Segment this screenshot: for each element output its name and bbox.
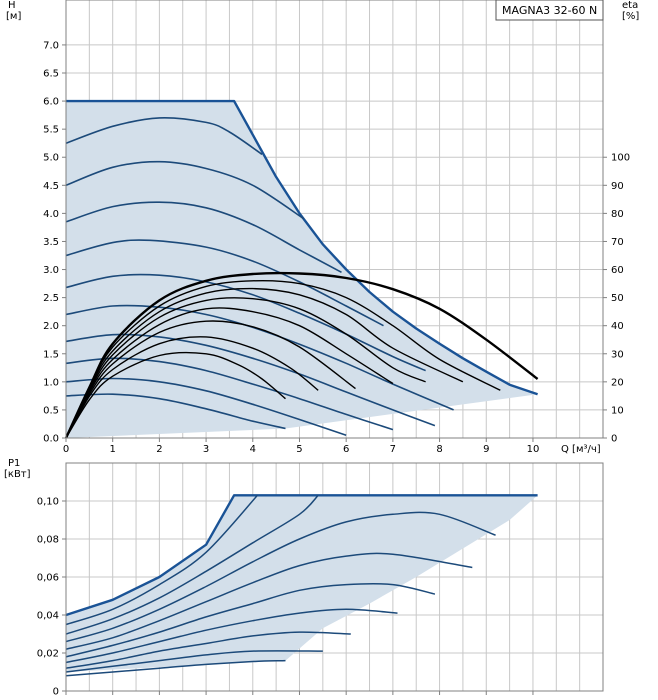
y-tick-label: 0,10	[37, 497, 59, 508]
power-curve-max	[65, 494, 538, 617]
x-tick-label: 2	[156, 444, 162, 455]
x-tick-label: 10	[527, 444, 540, 455]
x-tick-label: 3	[203, 444, 209, 455]
y-tick-label: 0,08	[37, 535, 59, 546]
eta-tick-label: 90	[611, 181, 624, 192]
y-tick-label: 6.5	[43, 69, 59, 80]
top-operating-region	[66, 101, 538, 438]
y-tick-label: 0.5	[43, 405, 59, 416]
eta-tick-label: 60	[611, 265, 624, 276]
efficiency-axis-unit: [%]	[622, 11, 639, 22]
y-tick-label: 2.0	[43, 321, 59, 332]
y-tick-label: 4.0	[43, 209, 59, 220]
eta-tick-label: 10	[611, 405, 624, 416]
y-tick-label: 1.5	[43, 349, 59, 360]
power-curve-p-7	[65, 631, 351, 669]
head-curve-speed-2	[65, 160, 305, 220]
top-efficiency-curves	[64, 271, 539, 439]
eta-tick-label: 70	[611, 237, 624, 248]
head-operating-area	[66, 101, 538, 438]
y-tick-label: 4.5	[43, 181, 59, 192]
power-axis-unit: [кВт]	[4, 469, 31, 480]
x-tick-label: 6	[343, 444, 349, 455]
x-tick-label: 1	[110, 444, 116, 455]
head-axis-unit: [м]	[6, 11, 21, 22]
power-operating-area	[66, 495, 538, 672]
y-tick-label: 0.0	[43, 434, 59, 445]
head-curve-max	[66, 99, 538, 396]
head-curve-speed-8	[65, 357, 394, 431]
flow-axis-label: Q [м³/ч]	[561, 444, 601, 455]
eta-tick-label: 50	[611, 293, 624, 304]
y-tick-label: 5.5	[43, 125, 59, 136]
power-axis-name: P1	[8, 458, 20, 469]
x-tick-label: 9	[483, 444, 489, 455]
head-axis-name: H	[8, 0, 16, 11]
model-name: MAGNA3 32-60 N	[502, 4, 597, 17]
power-curve-p-1	[65, 494, 259, 626]
head-curve-speed-9	[65, 377, 347, 436]
y-tick-label: 1.0	[43, 377, 59, 388]
top-pump-curves	[65, 99, 538, 436]
y-tick-label: 5.0	[43, 153, 59, 164]
x-tick-label: 8	[436, 444, 442, 455]
head-curve-speed-3	[65, 201, 342, 274]
efficiency-curve-eta-max	[64, 271, 539, 439]
top-plot-axes: 0.0 0.5 1.0 1.5 2.0 2.5 3.0 3.5 4.0 4.5 5.0 5.5 6.0 6…	[43, 0, 630, 455]
bottom-power-curves	[65, 494, 538, 677]
eta-tick-label: 40	[611, 321, 624, 332]
y-tick-label: 0,04	[37, 611, 59, 622]
efficiency-curve-eta-8	[65, 351, 286, 439]
plot-frame	[65, 0, 604, 439]
y-tick-label: 0,02	[37, 649, 59, 660]
x-tick-label: 0	[63, 444, 69, 455]
x-tick-label: 5	[296, 444, 302, 455]
efficiency-curve-eta-7	[65, 336, 319, 439]
eta-tick-label: 0	[611, 434, 617, 445]
y-tick-label: 2.5	[43, 293, 59, 304]
power-curve-p-5	[65, 582, 436, 658]
x-tick-label: 4	[250, 444, 256, 455]
bottom-operating-region	[66, 495, 538, 672]
head-curve-speed-4	[65, 239, 384, 327]
head-curve-speed-min	[65, 393, 286, 430]
y-tick-label: 3.0	[43, 265, 59, 276]
power-curve-p-8	[65, 650, 323, 673]
y-tick-label: 7.0	[43, 40, 59, 51]
eta-tick-label: 30	[611, 349, 624, 360]
head-curve-speed-7	[65, 333, 436, 427]
y-tick-label: 3.5	[43, 237, 59, 248]
power-curve-p-6	[65, 608, 398, 664]
y-tick-label: 0,06	[37, 573, 59, 584]
model-name-box	[495, 0, 604, 21]
efficiency-curve-eta-4	[65, 297, 426, 439]
bottom-plot-axes: 0 0,02 0,04 0,06 0,08 0,10	[37, 462, 604, 698]
power-curve-p-3	[65, 511, 496, 643]
eta-tick-label: 80	[611, 209, 624, 220]
efficiency-curve-eta-6	[65, 320, 356, 439]
power-curve-p-4	[65, 552, 473, 650]
x-tick-label: 7	[390, 444, 396, 455]
eta-tick-label: 100	[611, 153, 630, 164]
power-curve-p-2	[65, 494, 319, 635]
efficiency-curve-eta-3	[65, 287, 464, 439]
efficiency-curve-eta-5	[65, 307, 394, 439]
efficiency-axis-name: eta	[622, 0, 638, 11]
head-curve-speed-1	[65, 117, 263, 156]
y-tick-label: 6.0	[43, 97, 59, 108]
eta-tick-label: 20	[611, 377, 624, 388]
y-tick-label: 0	[53, 687, 59, 698]
power-curve-p-min	[65, 659, 286, 677]
efficiency-curve-eta-2	[65, 279, 501, 439]
head-curve-speed-5	[65, 273, 426, 372]
